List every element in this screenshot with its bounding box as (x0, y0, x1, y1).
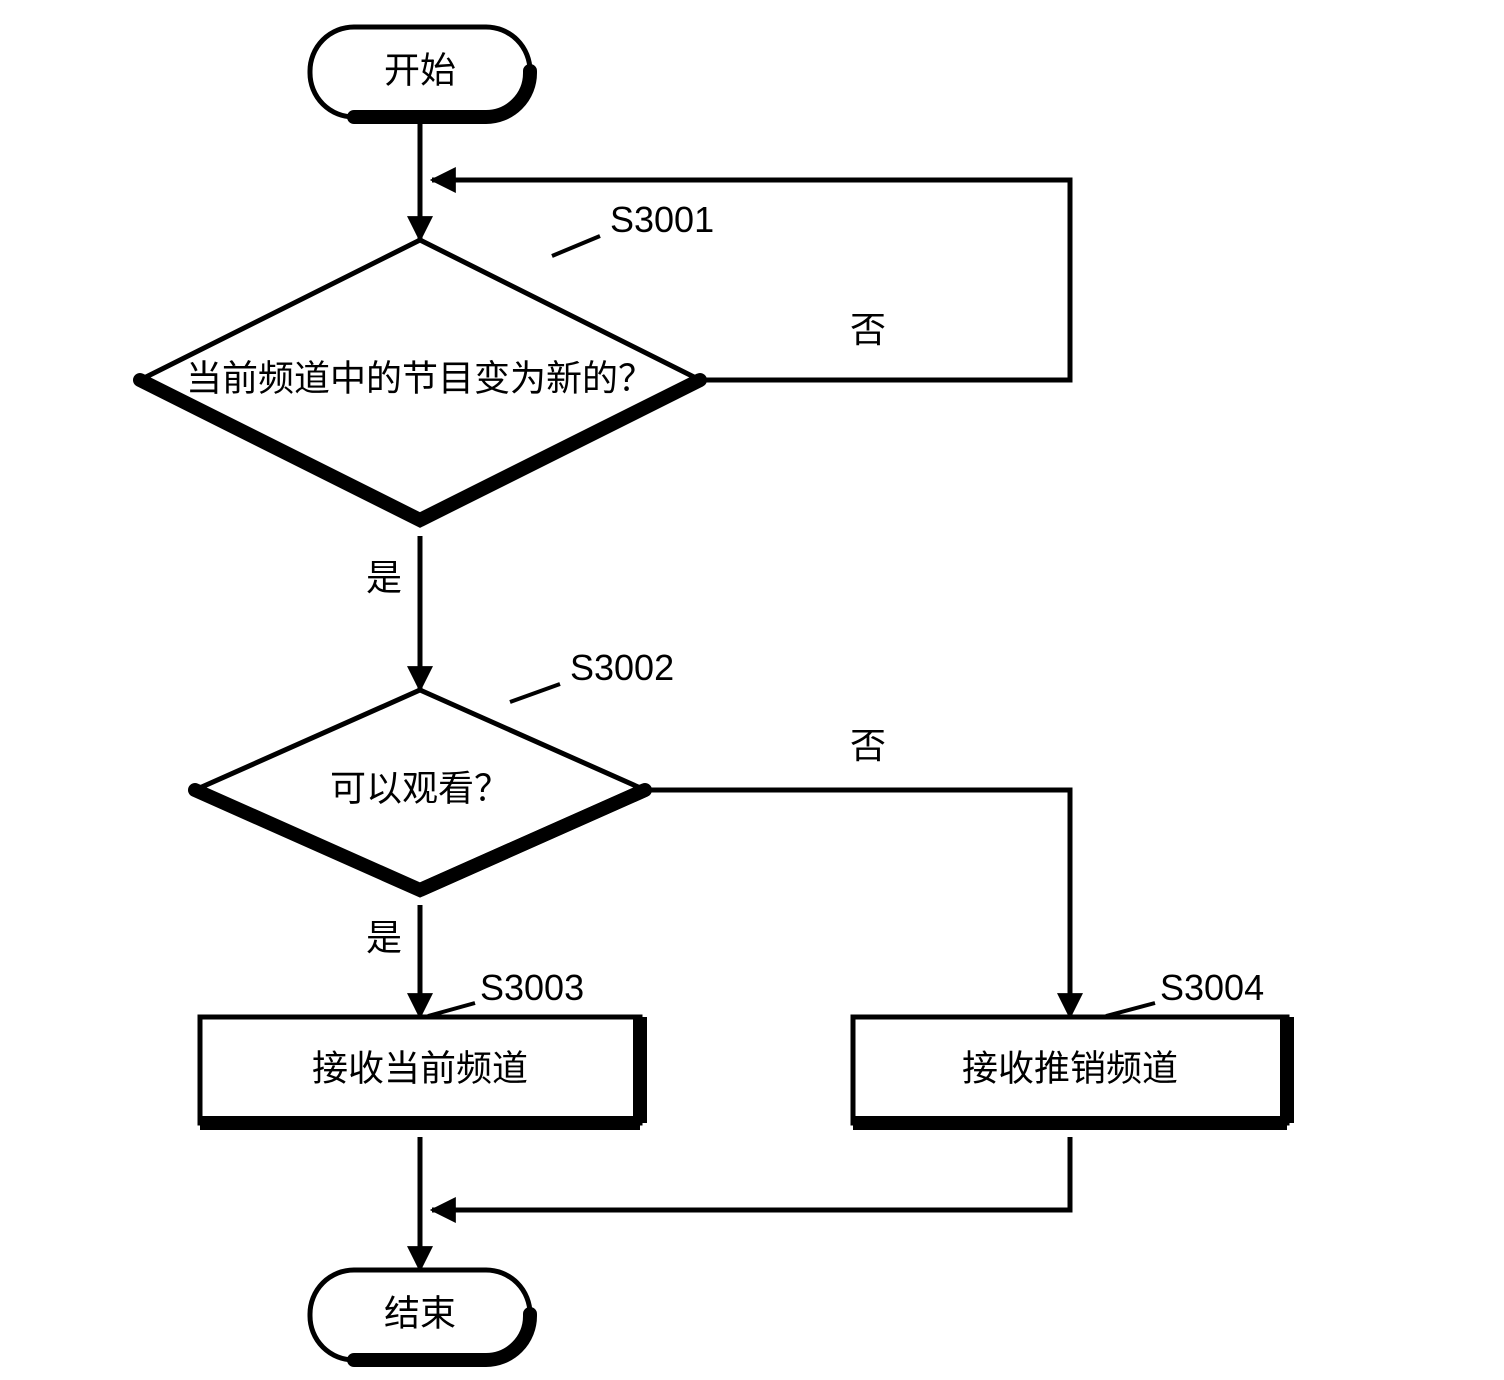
p2-label: 接收推销频道 (962, 1048, 1178, 1088)
edge-d2_no-label: 否 (850, 726, 886, 766)
d2-code: S3002 (570, 647, 674, 688)
end-label: 结束 (384, 1293, 456, 1333)
start-label: 开始 (384, 50, 456, 90)
d1-label: 当前频道中的节目变为新的？ (186, 358, 654, 398)
edge-d2_no (645, 790, 1070, 1017)
flowchart-canvas: 开始当前频道中的节目变为新的？ S3001 可以观看？ S3002 接收当前频道 S300… (0, 0, 1504, 1380)
p2-code: S3004 (1160, 967, 1264, 1008)
p1-label: 接收当前频道 (312, 1048, 528, 1088)
edge-d1_no-label: 否 (850, 310, 886, 350)
edge-d2_yes-label: 是 (366, 918, 402, 958)
edge-d1_yes-label: 是 (366, 558, 402, 598)
d1-code: S3001 (610, 199, 714, 240)
d2-label: 可以观看？ (330, 768, 510, 808)
edge-p2_merge (432, 1137, 1070, 1210)
p1-code: S3003 (480, 967, 584, 1008)
